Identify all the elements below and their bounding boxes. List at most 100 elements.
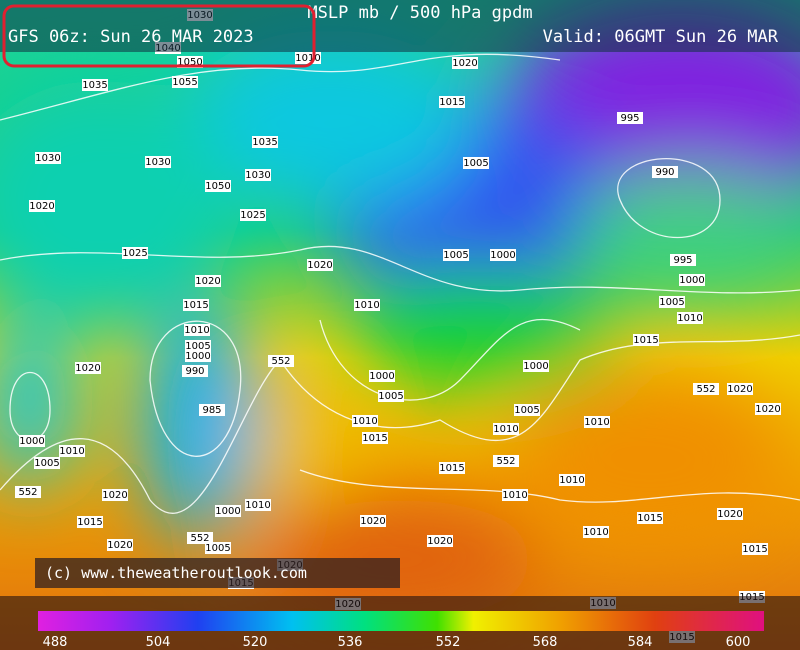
label-box — [693, 383, 719, 395]
label-box — [199, 404, 225, 416]
label-box — [360, 515, 386, 527]
isobar-label: 1010 — [245, 500, 270, 511]
isobar-label: 1000 — [523, 361, 548, 372]
isobar-label: 1030 — [35, 153, 60, 164]
isobar-label: 1000 — [215, 506, 240, 517]
label-box — [439, 462, 465, 474]
colorbar-tick: 536 — [338, 635, 363, 650]
label-box — [240, 209, 266, 221]
label-box — [215, 505, 241, 517]
isobar-label: 1015 — [439, 463, 464, 474]
label-box — [107, 539, 133, 551]
colorbar-tick: 488 — [43, 635, 68, 650]
isobar-label: 1015 — [439, 97, 464, 108]
colorbar-tick: 504 — [146, 635, 171, 650]
label-box — [205, 180, 231, 192]
label-box — [463, 157, 489, 169]
valid-label: Valid: 06GMT Sun 26 MAR — [543, 27, 779, 47]
isobar-label: 1005 — [34, 458, 59, 469]
label-box — [15, 486, 41, 498]
run-label: GFS 06z: Sun 26 MAR 2023 — [8, 27, 254, 47]
label-box — [245, 169, 271, 181]
label-box — [717, 508, 743, 520]
label-box — [443, 249, 469, 261]
label-box — [102, 489, 128, 501]
isobar-label: 1020 — [195, 276, 220, 287]
isobar-label: 1020 — [727, 384, 752, 395]
isobar-label: 1020 — [102, 490, 127, 501]
label-box — [490, 249, 516, 261]
isobar-label: 1000 — [369, 371, 394, 382]
isobar-label: 1035 — [252, 137, 277, 148]
label-box — [34, 457, 60, 469]
isobar-label: 1010 — [493, 424, 518, 435]
label-box — [514, 404, 540, 416]
label-box — [252, 136, 278, 148]
label-box — [195, 275, 221, 287]
isobar-label: 1005 — [514, 405, 539, 416]
colorbar-tick: 520 — [243, 635, 268, 650]
label-box — [182, 365, 208, 377]
isobar-label: 1000 — [679, 275, 704, 286]
label-box — [652, 166, 678, 178]
label-box — [19, 435, 45, 447]
label-box — [439, 96, 465, 108]
isobar-label: 1020 — [755, 404, 780, 415]
colorbar-tick: 552 — [436, 635, 461, 650]
label-box — [679, 274, 705, 286]
copyright-band — [35, 558, 400, 588]
isobar-label: 1015 — [633, 335, 658, 346]
label-box — [29, 200, 55, 212]
isobar-label: 552 — [190, 533, 209, 544]
isobar-label: 1015 — [77, 517, 102, 528]
colorbar — [38, 611, 764, 631]
colorbar-tick: 584 — [628, 635, 653, 650]
label-box — [369, 370, 395, 382]
isobar-label: 1005 — [463, 158, 488, 169]
isobar-label: 985 — [202, 405, 221, 416]
label-box — [637, 512, 663, 524]
label-box — [493, 455, 519, 467]
isobar-label: 1050 — [205, 181, 230, 192]
isobar-label: 995 — [673, 255, 692, 266]
isobar-label: 1015 — [362, 433, 387, 444]
colorbar-tick: 568 — [533, 635, 558, 650]
label-box — [378, 390, 404, 402]
isobar-label: 1000 — [185, 351, 210, 362]
isobar-label: 1025 — [122, 248, 147, 259]
isobar-label: 1010 — [502, 490, 527, 501]
isobar-label: 552 — [18, 487, 37, 498]
label-box — [185, 350, 211, 362]
label-box — [145, 156, 171, 168]
isobar-label: 1025 — [240, 210, 265, 221]
isobar-label: 1015 — [183, 300, 208, 311]
label-box — [172, 76, 198, 88]
isobar-label: 1000 — [19, 436, 44, 447]
label-box — [742, 543, 768, 555]
label-box — [187, 532, 213, 544]
label-box — [523, 360, 549, 372]
isobar-label: 1020 — [427, 536, 452, 547]
label-box — [185, 340, 211, 352]
isobar-label: 552 — [696, 384, 715, 395]
isobar-label: 1030 — [245, 170, 270, 181]
label-box — [183, 299, 209, 311]
isobar-label: 1010 — [59, 446, 84, 457]
isobar-label: 1005 — [205, 543, 230, 554]
isobar-label: 1010 — [584, 417, 609, 428]
colorbar-tick: 600 — [726, 635, 751, 650]
label-box — [493, 423, 519, 435]
label-box — [677, 312, 703, 324]
label-box — [670, 254, 696, 266]
isobar-label: 1020 — [29, 201, 54, 212]
isobar-label: 1005 — [659, 297, 684, 308]
label-box — [583, 526, 609, 538]
isobar-label: 990 — [185, 366, 204, 377]
isobar-label: 1055 — [172, 77, 197, 88]
label-box — [77, 516, 103, 528]
isobar-label: 1015 — [637, 513, 662, 524]
isobar-label: 1005 — [443, 250, 468, 261]
map-title: MSLP mb / 500 hPa gpdm — [307, 3, 532, 23]
isobar-label: 1020 — [452, 58, 477, 69]
